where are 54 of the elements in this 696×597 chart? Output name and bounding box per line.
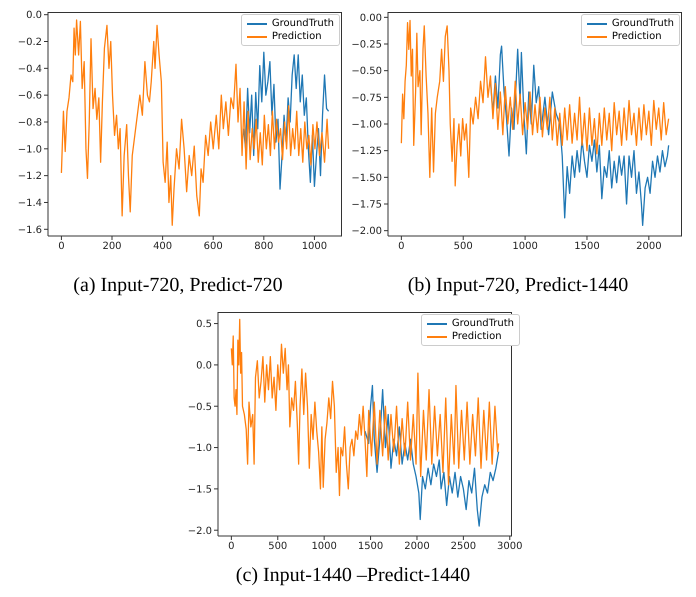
y-tick-label: −0.2 (18, 37, 42, 48)
y-tick-label: −1.6 (18, 224, 42, 236)
y-tick-label: 0.0 (26, 10, 42, 22)
x-tick-label: 1000 (512, 241, 538, 252)
text: (c) Input-1440 –Predict-1440 (234, 564, 472, 587)
text: (b) Input-720, Predict-1440 (406, 274, 630, 297)
x-tick-label: 1500 (358, 541, 384, 552)
text: (a) Input-720, Predict-720 (72, 274, 284, 297)
y-tick-label: −0.25 (351, 40, 382, 51)
y-tick-label: −1.0 (18, 144, 42, 156)
x-tick-label: 400 (153, 241, 172, 252)
y-tick-label: 0.5 (196, 319, 212, 330)
y-tick-label: −2.00 (351, 226, 382, 238)
y-tick-label: −0.6 (18, 90, 42, 102)
x-tick-label: 2000 (404, 541, 430, 552)
y-tick-label: −2.0 (188, 526, 212, 537)
legend-label: Prediction (612, 30, 662, 43)
line-series (364, 384, 500, 527)
y-tick-label: −0.5 (188, 402, 212, 413)
y-tick-label: −1.00 (351, 120, 382, 131)
x-tick-label: 0 (228, 541, 235, 552)
y-tick-label: −1.25 (351, 146, 382, 158)
line-series (242, 52, 330, 190)
x-tick-label: 800 (254, 241, 274, 252)
legend-label: GroundTruth (452, 317, 514, 330)
x-tick-label: 500 (454, 241, 473, 252)
y-tick-label: −0.50 (351, 66, 382, 78)
y-tick-label: −1.5 (188, 484, 212, 496)
x-tick-label: 0 (58, 241, 65, 252)
x-tick-label: 0 (398, 241, 405, 252)
y-tick-label: −0.8 (18, 118, 42, 129)
x-tick-label: 2000 (636, 241, 662, 252)
y-tick-label: −1.75 (351, 200, 382, 211)
x-tick-label: 1000 (302, 241, 328, 252)
legend-label: Prediction (452, 330, 502, 343)
y-tick-label: −1.0 (188, 443, 212, 454)
legend-label: GroundTruth (612, 17, 674, 30)
x-tick-label: 600 (204, 241, 223, 252)
x-tick-label: 1000 (311, 541, 337, 552)
x-tick-label: 2500 (450, 541, 476, 552)
x-tick-label: 200 (102, 241, 122, 252)
y-tick-label: −0.75 (351, 92, 382, 104)
legend-label: Prediction (272, 30, 322, 43)
y-tick-label: −1.50 (351, 172, 382, 184)
y-tick-label: −1.4 (18, 198, 42, 210)
line-series (490, 45, 670, 226)
y-tick-label: −1.2 (18, 171, 42, 182)
x-tick-label: 3000 (497, 541, 522, 552)
y-tick-label: −0.4 (18, 64, 42, 75)
y-tick-label: 0.0 (196, 360, 212, 372)
legend-label: GroundTruth (272, 17, 334, 30)
y-tick-label: 0.00 (360, 12, 382, 24)
x-tick-label: 1500 (574, 241, 600, 252)
x-tick-label: 500 (268, 541, 288, 552)
